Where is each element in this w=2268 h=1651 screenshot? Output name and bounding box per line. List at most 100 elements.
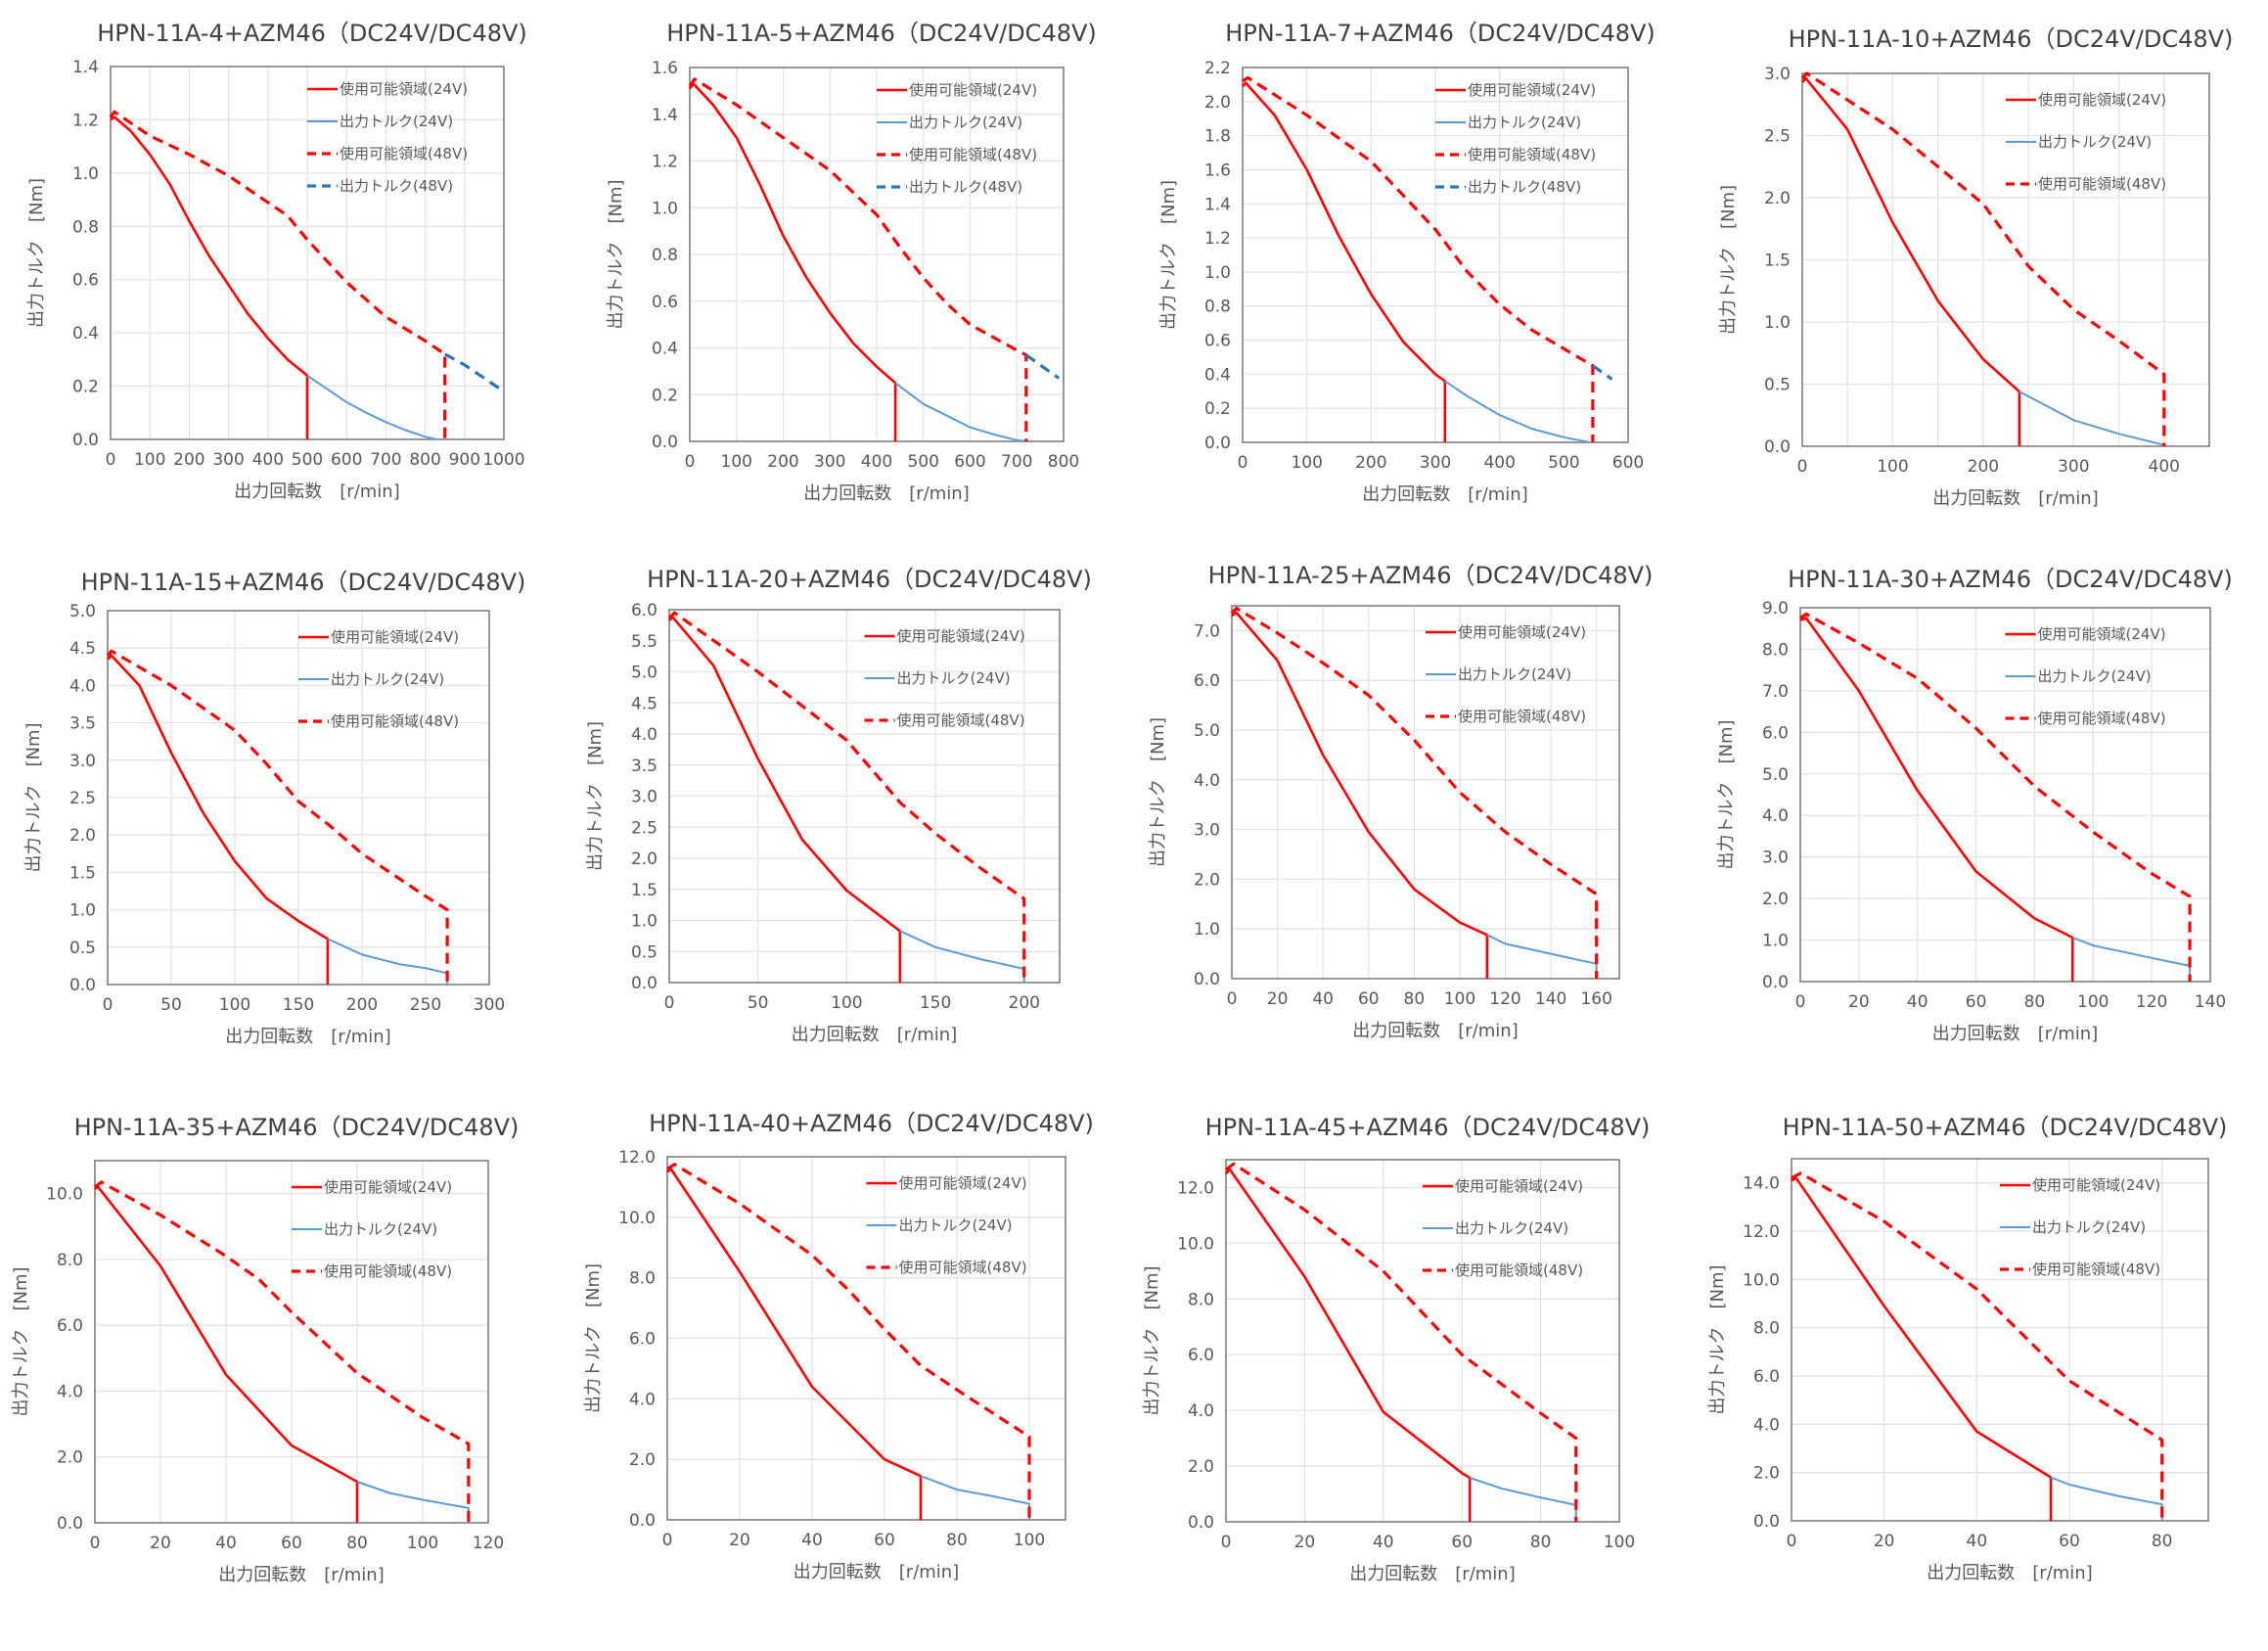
x-tick-label: 300	[2058, 457, 2089, 477]
series-usable-24v	[1231, 611, 1489, 979]
x-tick-label: 700	[1001, 452, 1032, 472]
y-tick-label: 4.0	[1188, 1401, 1214, 1421]
y-tick-label: 0.4	[652, 340, 678, 359]
y-tick-label: 0.8	[652, 246, 678, 265]
series-usable-48v	[1242, 75, 1595, 442]
series-usable-48v	[1230, 606, 1599, 979]
series-usable-24v	[1225, 1168, 1472, 1522]
y-tick-label: 4.0	[57, 1382, 83, 1401]
y-axis-label: 出力トルク [Nm]	[585, 721, 606, 871]
y-tick-label: 2.5	[1764, 127, 1791, 147]
chart-10: HPN-11A-40+AZM46（DC24V/DC48V) 0.0 2.0 4.0 6.…	[583, 1110, 1094, 1582]
x-tick-label: 900	[449, 450, 480, 470]
series-usable-24v	[666, 1168, 923, 1520]
x-axis-label: 出力回転数 [r/min]	[234, 482, 399, 502]
series-output-24v	[1444, 380, 1590, 443]
x-tick-label: 300	[814, 452, 845, 472]
x-tick-label: 200	[767, 452, 798, 472]
x-tick-label: 200	[346, 995, 378, 1015]
x-axis-label: 出力回転数 [r/min]	[803, 483, 969, 504]
x-tick-label: 300	[1420, 453, 1451, 473]
x-tick-label: 60	[1451, 1533, 1473, 1552]
x-axis-label: 出力回転数 [r/min]	[225, 1027, 390, 1047]
x-axis-label: 出力回転数 [r/min]	[1932, 488, 2098, 509]
legend-label: 出力トルク(24V)	[331, 670, 444, 688]
y-tick-label: 8.0	[1762, 640, 1789, 660]
legend-label: 使用可能領域(48V)	[340, 145, 468, 162]
series-output-24v	[920, 1475, 1030, 1520]
series-output-24v	[327, 938, 449, 985]
x-tick-label: 500	[292, 450, 323, 470]
chart-9: HPN-11A-35+AZM46（DC24V/DC48V) 0.0 2.0 4.0 6.…	[11, 1114, 519, 1585]
x-tick-label: 20	[1874, 1532, 1895, 1551]
y-tick-label: 0.2	[1204, 399, 1231, 419]
x-tick-label: 20	[1848, 992, 1870, 1012]
x-tick-label: 200	[173, 450, 204, 470]
x-tick-label: 0	[1797, 457, 1808, 477]
x-tick-label: 100	[134, 450, 165, 470]
y-tick-label: 6.0	[1762, 723, 1789, 743]
y-tick-label: 12.0	[1743, 1222, 1780, 1242]
chart-title: HPN-11A-15+AZM46（DC24V/DC48V)	[81, 569, 526, 596]
y-tick-label: 5.0	[631, 664, 658, 683]
y-tick-label: 0.5	[631, 942, 658, 962]
y-tick-label: 1.4	[1204, 195, 1231, 214]
x-tick-label: 60	[1358, 989, 1380, 1009]
series-output-24v	[894, 382, 1026, 442]
x-axis-label: 出力回転数 [r/min]	[792, 1025, 957, 1045]
x-tick-label: 140	[2195, 992, 2226, 1012]
x-tick-label: 600	[331, 450, 362, 470]
y-tick-label: 4.0	[629, 1390, 656, 1409]
series-usable-24v	[1801, 76, 2021, 446]
legend-label: 出力トルク(24V)	[899, 1216, 1013, 1234]
x-tick-label: 80	[2152, 1532, 2173, 1551]
x-tick-label: 300	[474, 995, 505, 1015]
y-tick-label: 1.0	[69, 901, 96, 921]
y-tick-label: 0.0	[1762, 973, 1789, 992]
y-axis-label: 出力トルク [Nm]	[1707, 1264, 1728, 1414]
y-tick-label: 12.0	[1177, 1178, 1214, 1198]
legend-label: 使用可能領域(48V)	[2032, 1261, 2160, 1278]
y-tick-label: 0.4	[1204, 365, 1231, 385]
legend-label: 使用可能領域(24V)	[1458, 623, 1586, 641]
y-tick-label: 5.0	[1194, 721, 1220, 741]
y-tick-label: 4.0	[1762, 806, 1789, 826]
y-tick-label: 2.5	[69, 789, 96, 808]
y-tick-label: 3.0	[69, 752, 96, 771]
x-tick-label: 0	[664, 993, 675, 1013]
series-usable-48v	[1799, 612, 2192, 982]
x-tick-label: 120	[1489, 989, 1520, 1009]
x-tick-label: 0	[1238, 453, 1248, 473]
chart-title: HPN-11A-5+AZM46（DC24V/DC48V)	[666, 20, 1097, 47]
x-tick-label: 0	[103, 995, 113, 1015]
x-tick-label: 20	[1294, 1533, 1316, 1552]
x-tick-label: 140	[1535, 989, 1566, 1009]
x-tick-label: 80	[946, 1531, 968, 1550]
chart-3: HPN-11A-7+AZM46（DC24V/DC48V) 0.0 0.2 0.4 0.6…	[1158, 20, 1656, 505]
chart-5: HPN-11A-15+AZM46（DC24V/DC48V) 0.0 0.5 1.0 1.…	[23, 569, 525, 1047]
plot-frame	[668, 609, 1061, 984]
series-usable-48v	[1791, 1171, 2164, 1521]
y-tick-label: 2.0	[1204, 93, 1231, 113]
x-axis-label: 出力回転数 [r/min]	[218, 1565, 384, 1585]
series-output-24v	[306, 374, 437, 440]
x-axis-label: 出力回転数 [r/min]	[1362, 484, 1527, 505]
y-tick-label: 3.5	[69, 714, 96, 734]
y-tick-label: 1.5	[69, 863, 96, 883]
x-tick-label: 100	[1604, 1533, 1635, 1552]
series-output-48v	[1024, 353, 1061, 380]
x-axis-label: 出力回転数 [r/min]	[1352, 1021, 1518, 1041]
legend-label: 出力トルク(48V)	[340, 177, 453, 195]
series-output-48v	[1591, 364, 1613, 381]
y-tick-label: 0.2	[652, 386, 678, 405]
plot-frame	[1225, 1159, 1620, 1523]
legend-label: 使用可能領域(24V)	[909, 81, 1037, 99]
series-usable-48v	[106, 649, 449, 985]
x-tick-label: 700	[370, 450, 401, 470]
x-tick-label: 200	[1355, 453, 1386, 473]
y-tick-label: 1.5	[631, 881, 658, 900]
legend-label: 使用可能領域(48V)	[2038, 175, 2166, 193]
legend-label: 出力トルク(24V)	[1458, 665, 1571, 683]
y-tick-label: 0.5	[69, 939, 96, 958]
y-tick-label: 6.0	[1194, 671, 1220, 691]
